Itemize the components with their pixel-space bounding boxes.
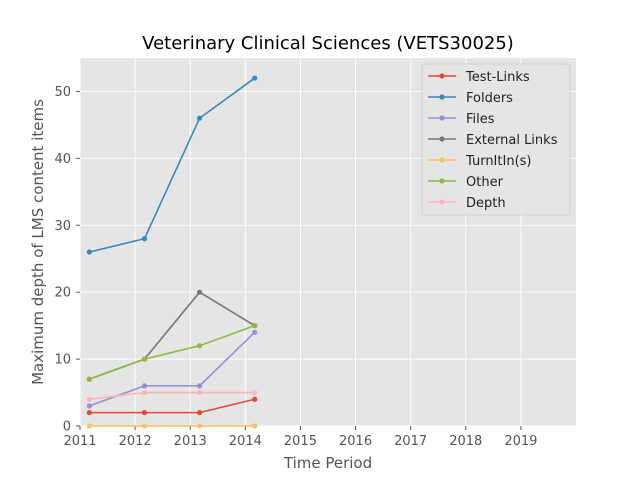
legend-box	[421, 63, 571, 216]
data-point	[86, 423, 92, 429]
legend-swatch-marker	[439, 136, 445, 142]
data-point	[196, 115, 203, 121]
data-point	[141, 410, 148, 416]
data-point	[141, 236, 148, 242]
data-point	[252, 423, 258, 429]
legend-swatch-marker	[439, 73, 445, 79]
y-tick-label: 10	[54, 353, 71, 368]
data-point	[252, 389, 258, 396]
legend-item-depth: Depth	[428, 196, 506, 211]
x-tick-label: 2016	[339, 434, 372, 449]
x-tick-label: 2018	[449, 434, 482, 449]
series-other	[86, 323, 258, 382]
data-point	[196, 289, 203, 295]
x-axis-label: Time Period	[283, 454, 372, 472]
data-point	[252, 329, 258, 335]
y-axis-label: Maximum depth of LMS content items	[29, 99, 47, 385]
series-folders	[86, 75, 258, 255]
legend-item-test-links: Test-Links	[428, 70, 530, 85]
legend-item-files: Files	[428, 112, 495, 127]
y-tick-label: 20	[54, 286, 71, 301]
legend-swatch-marker	[439, 115, 445, 121]
x-tick-label: 2019	[504, 434, 537, 449]
data-point	[141, 356, 148, 362]
legend-label: Folders	[466, 91, 513, 106]
y-tick-label: 0	[63, 420, 71, 435]
legend-label: Other	[466, 175, 504, 190]
data-point	[86, 396, 92, 402]
legend-label: External Links	[466, 133, 558, 148]
data-point	[196, 343, 203, 349]
data-point	[141, 423, 148, 429]
data-point	[252, 396, 258, 402]
legend-item-folders: Folders	[428, 91, 513, 106]
legend-swatch-marker	[439, 94, 445, 100]
series-lines	[86, 75, 258, 429]
legend: Test-Links Folders Files External Links Turn…	[421, 63, 571, 216]
series-line	[89, 398, 255, 414]
data-point	[141, 383, 148, 389]
legend-label: Test-Links	[465, 70, 530, 85]
data-point	[196, 423, 203, 429]
y-tick-label: 50	[54, 85, 71, 100]
legend-label: TurnItIn(s)	[465, 154, 531, 169]
series-line	[89, 391, 255, 401]
x-tick-label: 2011	[63, 434, 96, 449]
data-point	[86, 376, 92, 382]
data-point	[252, 323, 258, 329]
legend-swatch-marker	[439, 157, 445, 163]
data-point	[196, 389, 203, 396]
legend-label: Depth	[466, 196, 506, 211]
data-point	[86, 403, 92, 409]
legend-item-external-links: External Links	[428, 133, 558, 148]
x-tick-label: 2017	[394, 434, 427, 449]
legend-item-turnitin-s: TurnItIn(s)	[428, 154, 531, 169]
data-point	[86, 249, 92, 255]
x-tick-label: 2014	[229, 434, 262, 449]
legend-item-other: Other	[428, 175, 504, 190]
legend-swatch-marker	[439, 199, 445, 205]
axis-ticks: 2011 2012 2013 2014 2015 2016 2017 2018 2019 0 10 2…	[54, 85, 537, 449]
data-point	[196, 410, 203, 416]
x-tick-label: 2013	[174, 434, 207, 449]
series-test-links	[86, 396, 258, 416]
data-point	[196, 383, 203, 389]
series-line	[89, 77, 256, 253]
data-point	[252, 75, 258, 81]
y-tick-label: 40	[54, 152, 71, 167]
data-point	[141, 389, 148, 396]
series-line	[89, 324, 255, 380]
series-turnitin-s	[86, 423, 258, 429]
series-depth	[86, 389, 258, 402]
x-tick-label: 2012	[119, 434, 152, 449]
chart-title: Veterinary Clinical Sciences (VETS30025)	[142, 33, 514, 54]
legend-swatch-marker	[439, 178, 445, 184]
y-tick-label: 30	[54, 219, 71, 234]
legend-label: Files	[466, 112, 495, 127]
x-tick-label: 2015	[284, 434, 317, 449]
data-point	[86, 410, 92, 416]
